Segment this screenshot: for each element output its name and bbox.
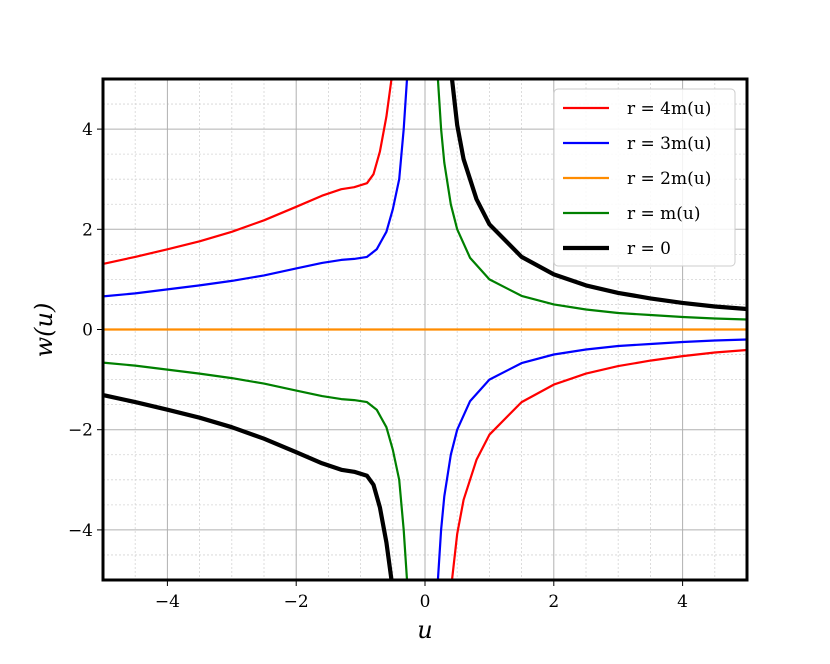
- legend-label-2: r = 2m(u): [627, 169, 711, 189]
- legend: r = 4m(u) r = 3m(u) r = 2m(u) r = m(u) r = 0: [553, 88, 736, 267]
- x-tick-label: 4: [677, 592, 688, 612]
- series-line-4: [449, 78, 748, 312]
- series-line-4: [102, 393, 394, 581]
- legend-label-4: r = 0: [627, 239, 671, 259]
- y-tick-label: 0: [82, 321, 93, 341]
- axis-ticks: −4 −2 0 2 4 −4 −2 0 2 4: [68, 120, 688, 612]
- y-tick-label: 4: [82, 120, 93, 140]
- legend-label-0: r = 4m(u): [627, 99, 711, 119]
- series-line-1: [436, 338, 748, 581]
- series-line-0: [450, 348, 748, 581]
- legend-box: [553, 88, 736, 267]
- x-tick-label: −2: [284, 592, 309, 612]
- y-tick-label: 2: [82, 220, 93, 240]
- x-tick-label: 2: [548, 592, 559, 612]
- series-line-0: [102, 78, 393, 265]
- series-line-3: [102, 361, 409, 581]
- y-tick-label: −4: [68, 521, 93, 541]
- legend-label-3: r = m(u): [627, 204, 701, 224]
- series-line-1: [102, 78, 409, 298]
- legend-label-1: r = 3m(u): [627, 134, 711, 154]
- plot-lines: [102, 78, 748, 581]
- series-line-3: [436, 78, 748, 321]
- y-tick-label: −2: [68, 421, 93, 441]
- x-tick-label: 0: [420, 592, 431, 612]
- x-axis-label: u: [417, 616, 432, 644]
- x-tick-label: −4: [155, 592, 180, 612]
- y-axis-label: w(u): [30, 303, 58, 358]
